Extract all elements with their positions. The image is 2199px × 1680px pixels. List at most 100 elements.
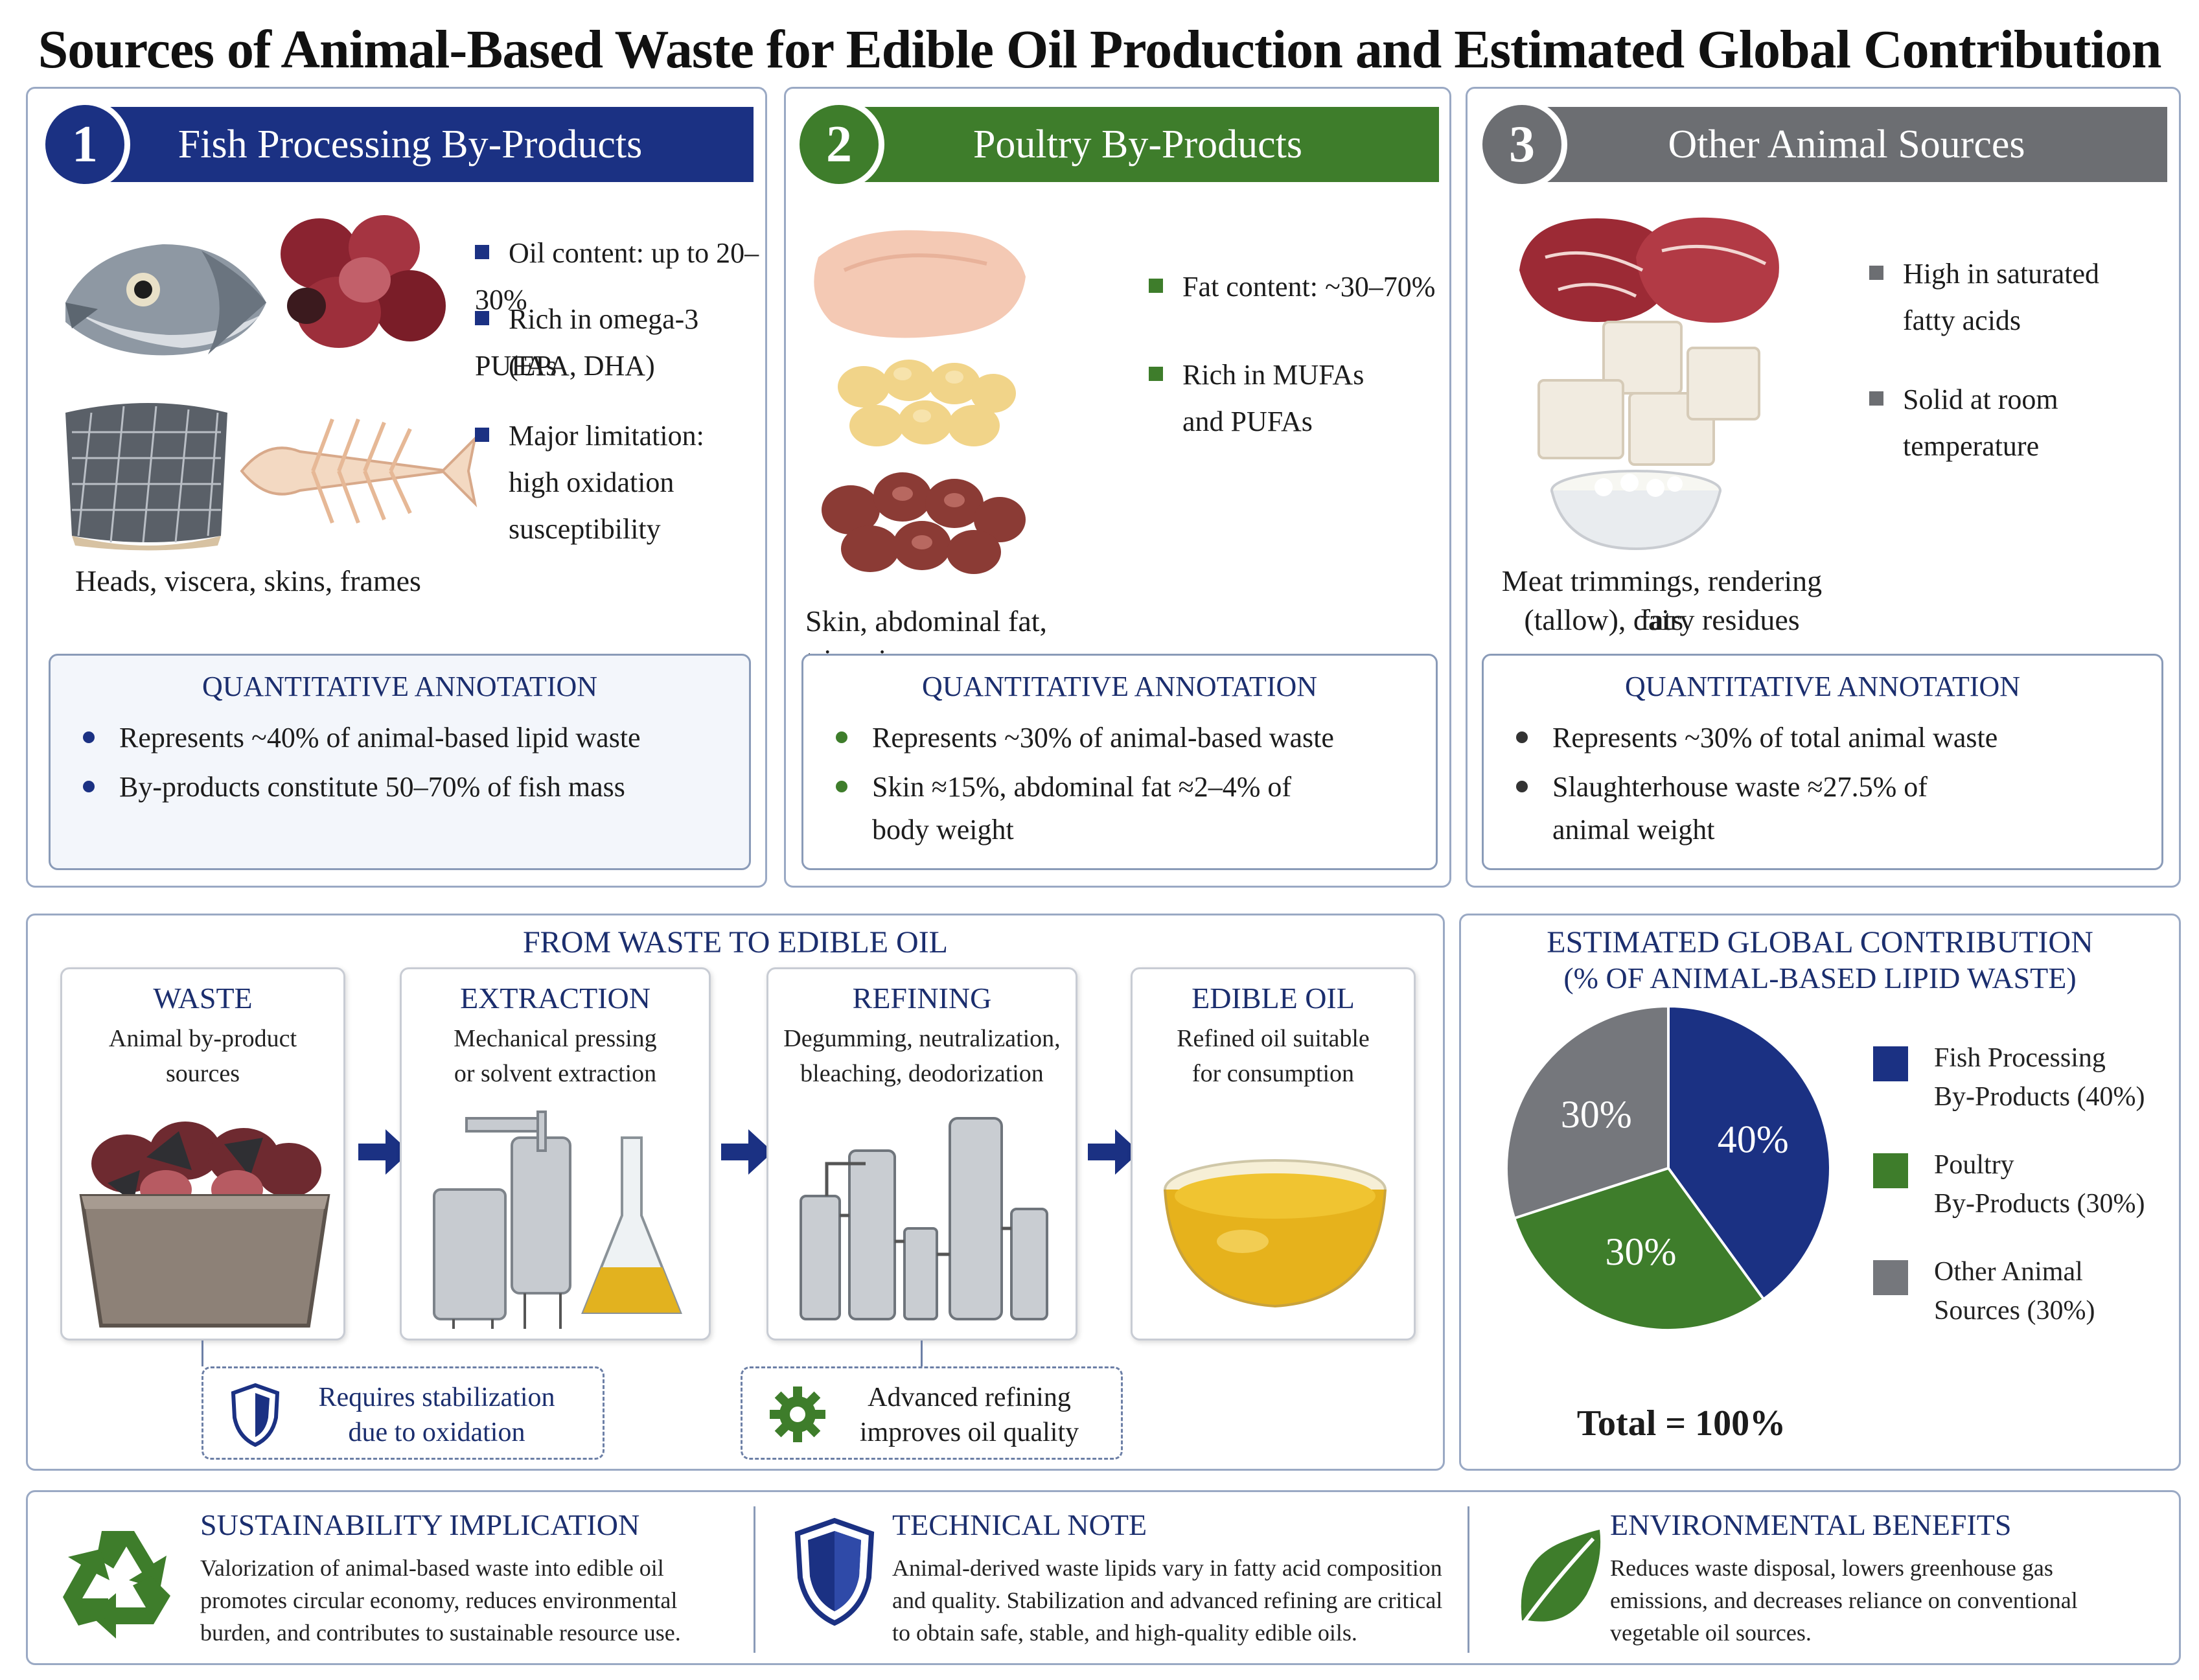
technical-note-text: Animal-derived waste lipids vary in fatt… [892,1555,1443,1646]
fish-header-title: Fish Processing By-Products [178,122,643,167]
legend-swatch [1873,1153,1908,1188]
stabilization-note-text: Requires stabilization due to oxidation [318,1383,555,1447]
fish-qa-item-2: By-products constitute 50–70% of fish ma… [83,766,625,809]
fish-caption: Heads, viscera, skins, frames [75,564,421,597]
step-extraction-title: EXTRACTION [460,982,650,1015]
other-bullet-temperature: temperature [1903,430,2040,462]
meat-image [1519,217,1779,323]
fish-skin-image [65,403,227,551]
arrow-right-icon [721,1129,773,1175]
technical-note-title: TECHNICAL NOTE [892,1508,1147,1541]
footer-divider [754,1506,755,1653]
pie-slice [1505,1004,1670,1220]
refining-plant-image [800,1117,1048,1320]
fish-bullet-omega3: Rich in omega-3 PUFAs [475,303,699,382]
process-panel: FROM WASTE TO EDIBLE OIL WASTE Animal by… [26,914,1445,1471]
pie-data-label: 30% [1561,1093,1632,1136]
fish-viscera-image [281,215,446,348]
shield-icon [794,1517,875,1626]
oil-bowl-image [1164,1159,1387,1308]
environmental-benefits-text: Reduces waste disposal, lowers greenhous… [1610,1555,2078,1646]
other-qa-item-2: Slaughterhouse waste ≈27.5% of [1516,766,1928,809]
refining-note: Advanced refining improves oil quality [741,1366,1123,1460]
step-extraction-desc: Mechanical pressing or solvent extraction [454,1025,657,1087]
poultry-bullet-pufas: and PUFAs [1182,406,1313,437]
poultry-bullet-mufas: Rich in MUFAs [1149,352,1364,398]
other-panel: Other Animal Sources 3 High in saturated… [1466,87,2181,888]
poultry-number-badge: 2 [794,99,884,190]
environmental-benefits-title: ENVIRONMENTAL BENEFITS [1610,1508,2012,1541]
other-caption-line-2: (tallow), dairy residues [1524,603,1800,636]
waste-tray-image [79,1122,330,1328]
page-title: Sources of Animal-Based Waste for Edible… [38,19,2162,80]
connector-line [921,1341,923,1366]
fish-header-bar: Fish Processing By-Products [106,107,754,182]
other-number-badge: 3 [1477,99,1567,190]
footer-divider [1468,1506,1469,1653]
pie-data-label: 30% [1606,1230,1677,1273]
fish-bullet-limitation: Major limitation: [475,413,704,459]
recycle-icon [63,1531,170,1639]
poultry-header-title: Poultry By-Products [973,122,1303,167]
other-qa-item-1: Represents ~30% of total animal waste [1516,717,1998,759]
connector-line [201,1341,203,1366]
poultry-qa-item-3: body weight [872,814,1014,846]
step-edible-oil-desc: Refined oil suitable for consumption [1177,1025,1370,1087]
footer-panel: SUSTAINABILITY IMPLICATION Valorization … [26,1490,2181,1665]
leaf-icon [1516,1530,1601,1632]
poultry-fat-image [838,360,1016,446]
stabilization-note: Requires stabilization due to oxidation [201,1366,604,1460]
fish-qa-item-1: Represents ~40% of animal-based lipid wa… [83,717,641,759]
pie-slice [1512,1166,1766,1331]
fish-head-image [65,244,266,356]
sustainability-title: SUSTAINABILITY IMPLICATION [200,1508,640,1541]
fish-panel: Fish Processing By-Products 1 Oil conten… [26,87,767,888]
step-waste: WASTE Animal by-product sources [60,967,345,1341]
legend-item: Fish Processing By-Products (40%) [1934,1043,2145,1112]
step-waste-title: WASTE [153,982,253,1015]
poultry-header-bar: Poultry By-Products [856,107,1439,182]
step-extraction: EXTRACTION Mechanical pressing or solvent… [400,967,711,1341]
legend-swatch [1873,1046,1908,1081]
other-bullet-solid: Solid at room [1869,376,2058,423]
fish-qa-title: QUANTITATIVE ANNOTATION [201,671,598,702]
chart-total-label: Total = 100% [1576,1403,1786,1444]
contribution-panel: ESTIMATED GLOBAL CONTRIBUTION (% OF ANIM… [1459,914,2181,1471]
poultry-quantitative-box: QUANTITATIVE ANNOTATION Represents ~30% … [801,654,1438,870]
dairy-residue-image [1550,470,1721,551]
step-edible-oil-title: EDIBLE OIL [1192,982,1355,1015]
step-refining: REFINING Degumming, neutralization, bleac… [766,967,1077,1341]
pie-slice [1667,1004,1832,1302]
other-qa-item-3: animal weight [1552,814,1715,846]
other-quantitative-box: QUANTITATIVE ANNOTATION Represents ~30% … [1482,654,2163,870]
tallow-image [1537,321,1760,466]
step-refining-desc: Degumming, neutralization, bleaching, deo… [783,1025,1061,1087]
process-title: FROM WASTE TO EDIBLE OIL [522,925,948,960]
other-bullet-saturated: High in saturated [1869,251,2099,297]
poultry-trimmings-image [822,472,1026,574]
legend-item: Other Animal Sources (30%) [1934,1257,2095,1326]
other-caption-line-1: Meat trimmings, rendering fats [1501,564,1823,636]
chart-title: ESTIMATED GLOBAL CONTRIBUTION [1547,925,2093,960]
pie-chart: 40% 30% 30% [1505,1004,1832,1331]
sustainability-text: Valorization of animal-based waste into … [200,1555,681,1646]
fish-bullet-oil-content: Oil content: up to 20–30% [475,237,759,316]
extraction-equipment-image [433,1110,682,1329]
gear-icon [770,1387,825,1442]
other-bullet-fatty-acids: fatty acids [1903,305,2021,336]
poultry-qa-title: QUANTITATIVE ANNOTATION [921,671,1318,702]
shield-icon [231,1383,280,1447]
arrow-right-icon [1088,1129,1140,1175]
poultry-panel: Poultry By-Products 2 Fat content: ~30–7… [784,87,1451,888]
poultry-skin-image [814,230,1026,338]
fish-bullet-epa-dha: (EPA, DHA) [509,350,655,382]
poultry-qa-item-1: Represents ~30% of animal-based waste [836,717,1334,759]
fish-bullet-oxidation: high oxidation susceptibility [509,466,674,545]
other-header-bar: Other Animal Sources [1539,107,2167,182]
pie-data-label: 40% [1718,1118,1789,1161]
chart-subtitle: (% OF ANIMAL-BASED LIPID WASTE) [1563,961,2077,995]
arrow-right-icon [358,1129,410,1175]
step-waste-desc: Animal by-product sources [108,1025,297,1087]
poultry-qa-item-2: Skin ≈15%, abdominal fat ≈2–4% of [836,766,1291,809]
refining-note-text: Advanced refining improves oil quality [859,1383,1079,1447]
